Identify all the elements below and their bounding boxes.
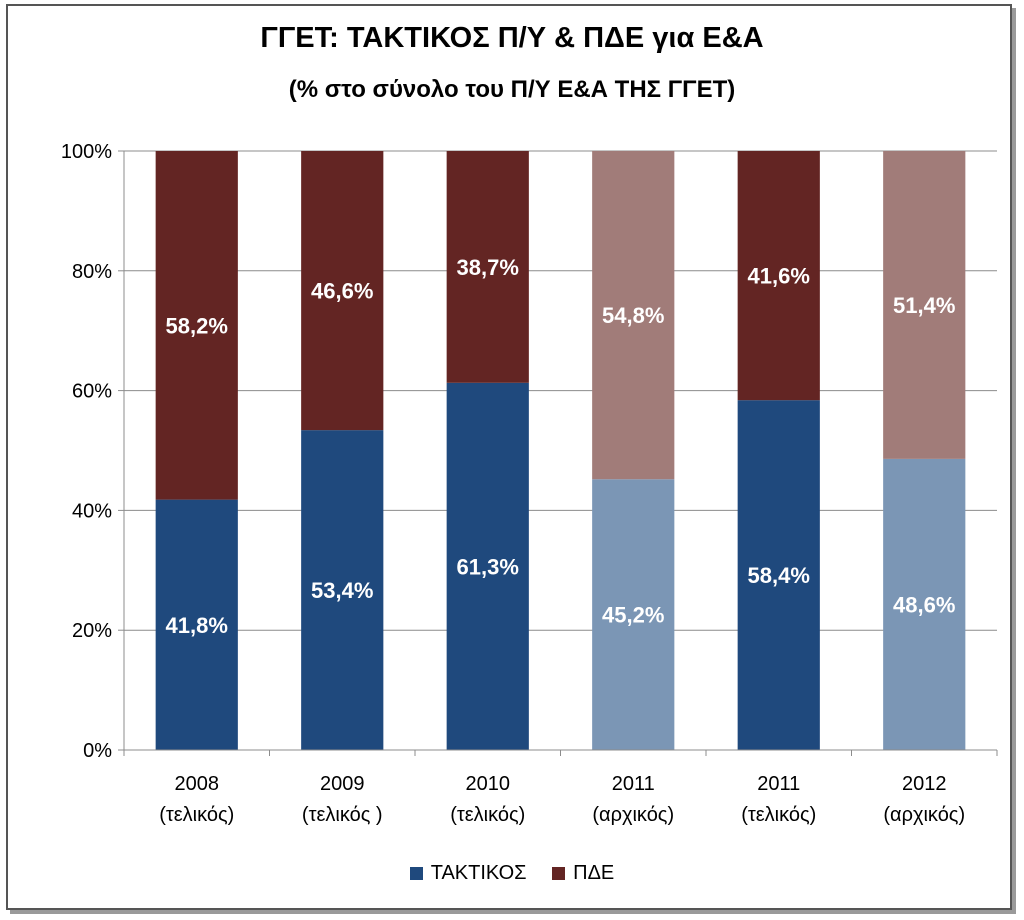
x-tick-label: 2011 (757, 773, 800, 795)
legend-swatch-taktikos (409, 867, 423, 880)
x-tick-label: 2010 (466, 773, 511, 795)
data-label: 61,3% (457, 554, 519, 579)
bar-taktikos (592, 479, 675, 750)
y-tick-label: 20% (72, 620, 112, 642)
bar-pde (592, 151, 675, 480)
data-label: 46,6% (311, 279, 373, 304)
bar-pde (737, 151, 820, 401)
bar-taktikos (301, 430, 384, 750)
legend: ΤΑΚΤΙΚΟΣ ΠΔΕ (0, 862, 1024, 886)
legend-item-taktikos: ΤΑΚΤΙΚΟΣ (409, 862, 527, 885)
x-tick-label: 2009 (320, 773, 365, 795)
bar-taktikos (883, 458, 966, 750)
legend-item-pde: ΠΔΕ (552, 862, 614, 885)
bar-pde (155, 151, 238, 500)
bar-pde (446, 151, 529, 383)
legend-label-pde: ΠΔΕ (573, 862, 615, 884)
data-label: 53,4% (311, 578, 373, 603)
data-label: 51,4% (893, 293, 955, 318)
x-tick-label: 2011 (612, 773, 655, 795)
x-tick-sublabel: (τελικός ) (302, 804, 383, 826)
y-tick-label: 80% (72, 261, 112, 283)
data-label: 41,8% (166, 613, 228, 638)
bar-pde (301, 151, 384, 431)
bar-pde (883, 151, 966, 459)
x-tick-label: 2012 (902, 773, 947, 795)
data-label: 41,6% (748, 264, 810, 289)
y-tick-label: 40% (72, 500, 112, 522)
data-label: 38,7% (457, 255, 519, 280)
chart-title: ΓΓΕΤ: ΤΑΚΤΙΚΟΣ Π/Υ & ΠΔΕ για Ε&Α (260, 22, 764, 54)
x-tick-sublabel: (αρχικός) (883, 804, 965, 826)
x-tick-label: 2008 (175, 773, 220, 795)
x-tick-sublabel: (τελικός) (741, 804, 816, 826)
y-tick-label: 100% (61, 141, 112, 163)
x-tick-sublabel: (αρχικός) (592, 804, 674, 826)
bar-taktikos (446, 382, 529, 750)
x-tick-sublabel: (τελικός) (450, 804, 525, 826)
y-tick-label: 0% (83, 740, 112, 762)
legend-swatch-pde (552, 867, 566, 880)
data-label: 45,2% (602, 603, 664, 628)
chart-subtitle: (% στο σύνολο του Π/Υ Ε&Α ΤΗΣ ΓΓΕΤ) (288, 76, 736, 103)
data-label: 54,8% (602, 303, 664, 328)
data-label: 58,2% (166, 313, 228, 338)
x-tick-sublabel: (τελικός) (159, 804, 234, 826)
bar-taktikos (155, 499, 238, 750)
data-label: 58,4% (748, 563, 810, 588)
bar-taktikos (737, 400, 820, 750)
y-tick-label: 60% (72, 381, 112, 403)
legend-label-taktikos: ΤΑΚΤΙΚΟΣ (430, 862, 527, 884)
data-label: 48,6% (893, 592, 955, 617)
